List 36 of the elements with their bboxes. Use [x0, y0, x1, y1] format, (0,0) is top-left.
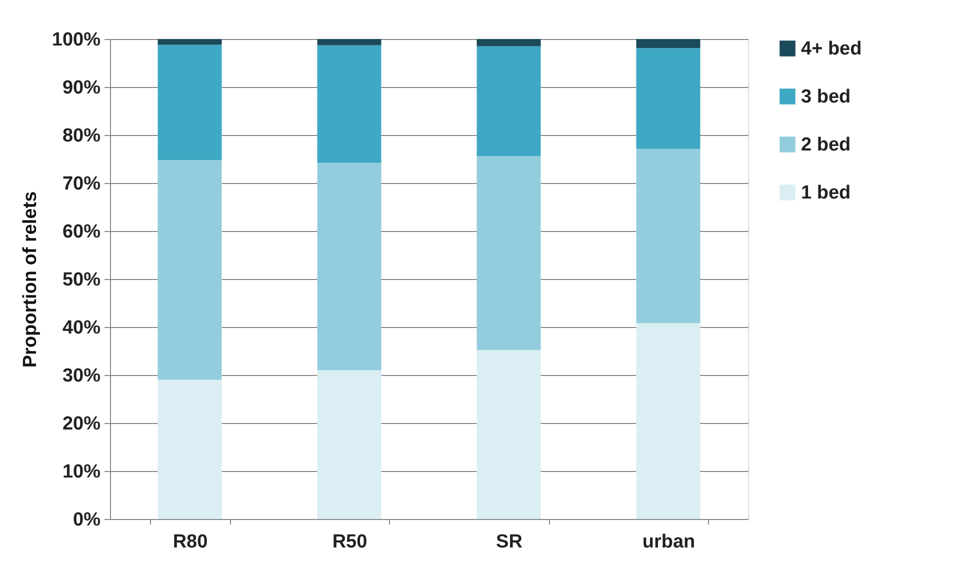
y-tick-label: 90%	[62, 78, 101, 98]
bar	[476, 350, 541, 519]
y-tick-label: 60%	[62, 222, 101, 242]
bar	[636, 39, 700, 48]
bar	[317, 45, 382, 163]
bar	[317, 370, 382, 519]
x-tick-label: urban	[642, 532, 696, 552]
bar	[476, 156, 541, 350]
y-tick-label: 10%	[62, 462, 101, 482]
bar	[158, 39, 222, 45]
bar	[317, 162, 382, 370]
bar	[636, 148, 700, 324]
legend-label: 2 bed	[801, 134, 851, 156]
y-tick-label: 70%	[62, 174, 101, 194]
bar	[158, 160, 222, 380]
legend-label: 3 bed	[801, 86, 851, 108]
y-tick-label: 0%	[73, 510, 101, 530]
y-tick-label: 80%	[62, 126, 101, 146]
y-tick-label: 100%	[52, 30, 101, 50]
bar	[636, 48, 700, 149]
y-tick-label: 30%	[62, 366, 101, 386]
x-tick-label: R50	[332, 532, 368, 552]
bar	[158, 44, 222, 160]
x-tick-label: R80	[172, 532, 208, 552]
x-tick-label: SR	[496, 532, 523, 552]
legend-label: 1 bed	[801, 182, 851, 204]
bar	[476, 46, 541, 156]
y-tick-label: 20%	[62, 414, 101, 434]
y-axis-title: Proportion of relets	[20, 191, 41, 368]
bar	[636, 323, 700, 519]
y-tick-label: 40%	[62, 318, 101, 338]
legend-label: 4+ bed	[801, 38, 862, 60]
y-tick-label: 50%	[62, 270, 101, 290]
bar	[317, 39, 382, 46]
bar	[476, 39, 541, 46]
bar	[158, 380, 222, 519]
